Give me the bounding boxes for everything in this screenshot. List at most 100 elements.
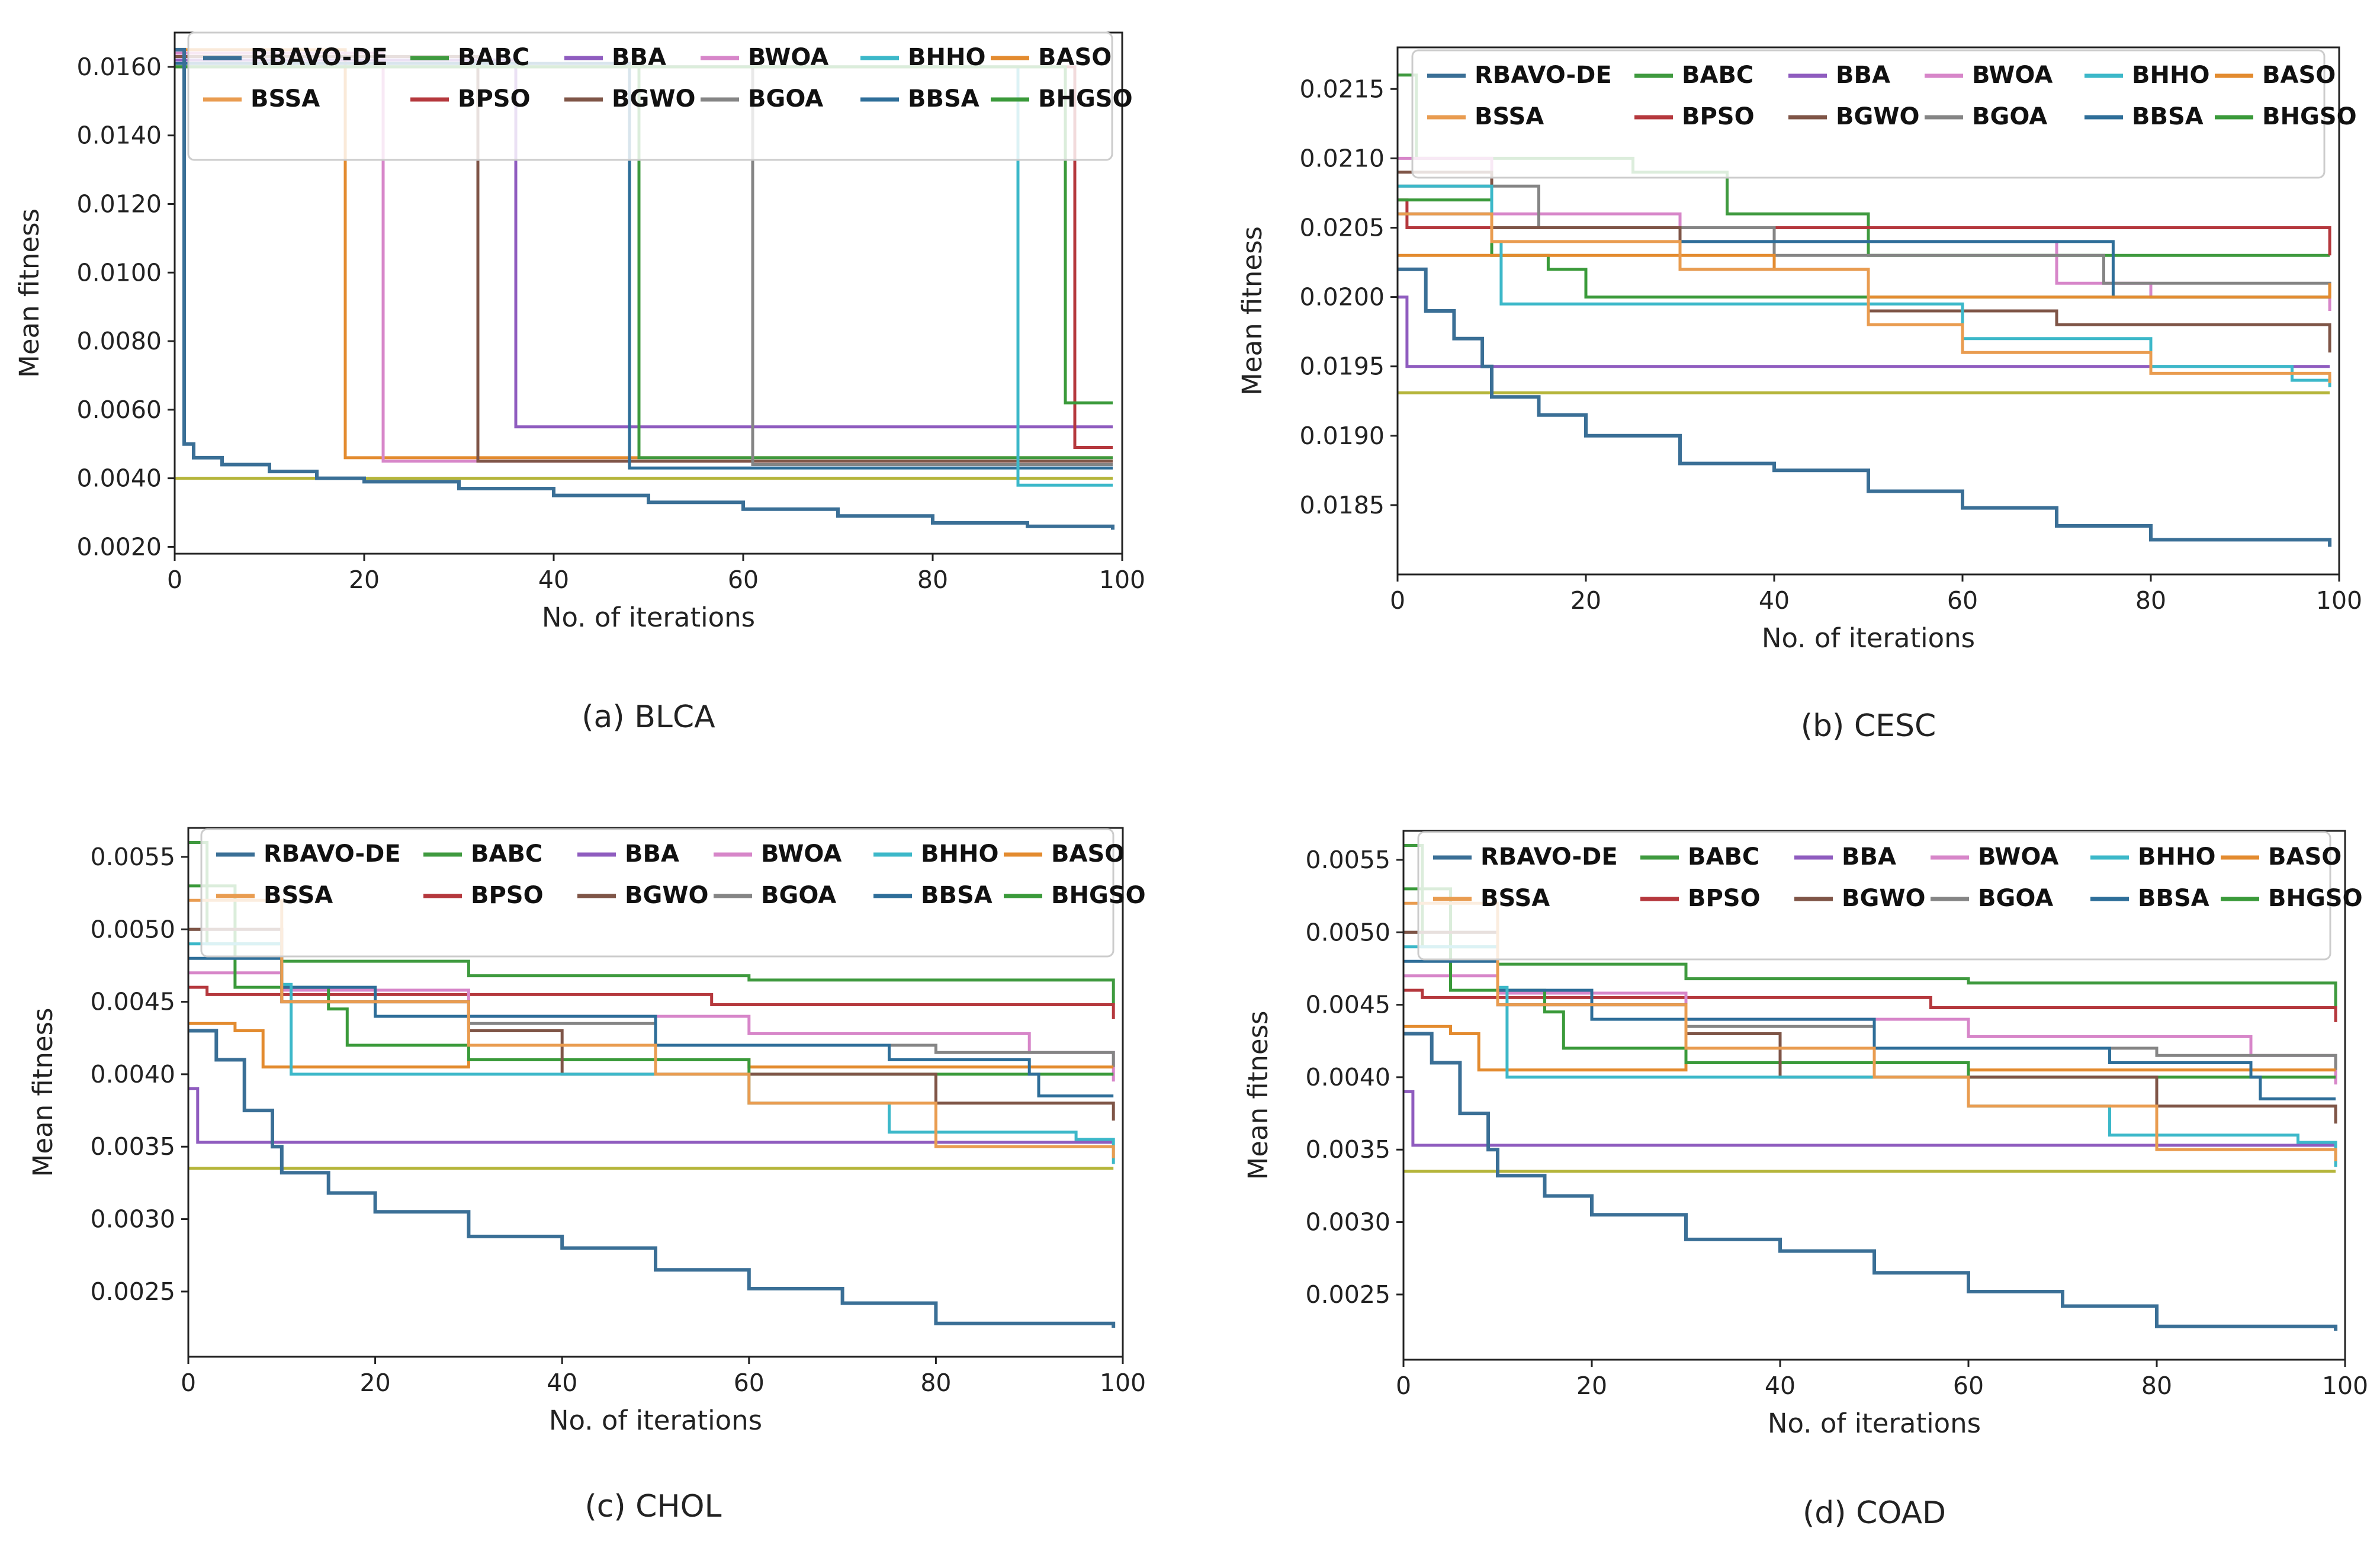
legend-entry-baso: BASO — [2215, 62, 2336, 89]
plot-frame — [187, 827, 1124, 1358]
legend-label: RBAVO-DE — [1475, 62, 1612, 89]
legend-entry-bgoa: BGOA — [714, 882, 836, 909]
x-tick-label: 20 — [349, 566, 380, 594]
legend-label: BPSO — [471, 882, 544, 909]
legend-entry-bbsa: BBSA — [2090, 885, 2209, 912]
legend-label: BHGSO — [2268, 885, 2363, 912]
y-tick-label: 0.0060 — [77, 396, 162, 424]
legend-label: BSSA — [264, 882, 333, 909]
y-tick-label: 0.0050 — [1306, 918, 1390, 946]
y-tick-label: 0.0215 — [1300, 75, 1385, 103]
legend: RBAVO-DE BABC BBA BWOA BHHO BASO BSSA BPSO BGWO B… — [1417, 831, 2363, 961]
legend-label: BGOA — [761, 882, 836, 909]
chart-panel-2: 0 20 40 60 80 100 0.0185 0.0190 0.0195 0.0200 0.02… — [1236, 46, 2362, 744]
chart-panel-1: 0 20 40 60 80 100 0.0020 0.0040 0.0060 0.0080 0.01… — [14, 31, 1145, 735]
x-tick-label: 80 — [917, 566, 948, 594]
legend-entry-bssa: BSSA — [1433, 885, 1550, 912]
legend-entry-babc: BABC — [1640, 843, 1759, 871]
series-line-bwoa — [1398, 156, 2331, 311]
legend-frame — [1411, 49, 2326, 179]
legend-label: BHHO — [921, 840, 998, 868]
y-axis-label: Mean fitness — [1236, 226, 1268, 396]
legend-entry-rbavo-de: RBAVO-DE — [1433, 843, 1618, 871]
series-line-baso — [1398, 253, 2331, 299]
legend-label: BGWO — [1836, 103, 1919, 130]
legend-label: BPSO — [1688, 885, 1761, 912]
legend-label: BHHO — [2132, 62, 2209, 89]
legend-frame — [187, 31, 1113, 161]
legend-entry-bgwo: BGWO — [1794, 885, 1925, 912]
series-line-rbavo-de — [188, 1029, 1116, 1328]
legend-entry-bgwo: BGWO — [1788, 103, 1919, 130]
legend-entry-bba: BBA — [1794, 843, 1896, 871]
legend-entry-bwoa: BWOA — [701, 44, 828, 71]
legend-label: BGOA — [1978, 885, 2053, 912]
y-tick-label: 0.0080 — [77, 327, 162, 355]
series-group — [1398, 73, 2332, 547]
legend-label: BSSA — [250, 85, 320, 113]
legend-entry-baso: BASO — [2221, 843, 2342, 871]
legend-label: BHGSO — [2262, 103, 2357, 130]
legend-label: BWOA — [748, 44, 828, 71]
series-line-bba — [1403, 1090, 2336, 1147]
x-tick-label: 80 — [920, 1369, 951, 1397]
chart-panel-3: 0 20 40 60 80 100 0.0025 0.0030 0.0035 0.0040 0.00… — [27, 827, 1146, 1524]
legend-frame — [1417, 831, 2331, 961]
legend-label: BABC — [1682, 62, 1753, 89]
legend-label: BASO — [1038, 44, 1112, 71]
series-line-bpso — [188, 985, 1115, 1019]
y-tick-label: 0.0140 — [77, 121, 162, 150]
series-line-bbsa — [1403, 959, 2336, 1101]
legend-label: BASO — [1051, 840, 1125, 868]
series-line-rbavo-de — [175, 47, 1114, 530]
legend-entry-bgoa: BGOA — [1925, 103, 2047, 130]
y-tick-label: 0.0100 — [77, 258, 162, 287]
legend-label: RBAVO-DE — [250, 44, 388, 71]
panel-caption: (d) COAD — [1803, 1495, 1946, 1531]
chart-panel-4: 0 20 40 60 80 100 0.0025 0.0030 0.0035 0.0040 0.00… — [1242, 830, 2368, 1531]
legend-label: BHHO — [2138, 843, 2215, 871]
legend: RBAVO-DE BABC BBA BWOA BHHO BASO BSSA BPSO BGWO B… — [187, 31, 1133, 161]
legend-frame — [200, 828, 1114, 958]
series-line-bpso — [1403, 988, 2337, 1022]
legend-label: BWOA — [761, 840, 841, 868]
y-tick-label: 0.0030 — [1306, 1208, 1390, 1237]
x-axis-label: No. of iterations — [549, 1405, 762, 1436]
legend-label: BGOA — [748, 85, 823, 113]
legend-label: BGOA — [1972, 103, 2047, 130]
legend-label: BBA — [1836, 62, 1890, 89]
y-tick-label: 0.0025 — [91, 1277, 175, 1306]
y-tick-label: 0.0210 — [1300, 144, 1385, 172]
legend-entry-baso: BASO — [991, 44, 1112, 71]
x-tick-label: 40 — [1765, 1372, 1796, 1400]
x-axis-label: No. of iterations — [542, 602, 755, 633]
series-group — [1403, 844, 2338, 1331]
legend-label: BGWO — [625, 882, 708, 909]
series-line-bba — [188, 1087, 1114, 1144]
legend-entry-bwoa: BWOA — [714, 840, 841, 868]
legend-entry-bhgso: BHGSO — [991, 85, 1133, 113]
x-tick-label: 0 — [1390, 586, 1405, 615]
legend-entry-bpso: BPSO — [1634, 103, 1755, 130]
y-tick-label: 0.0020 — [77, 532, 162, 561]
y-tick-label: 0.0045 — [1306, 991, 1390, 1019]
y-tick-label: 0.0120 — [77, 190, 162, 218]
legend-entry-bhho: BHHO — [2090, 843, 2215, 871]
legend-label: BBSA — [921, 882, 993, 909]
legend-entry-bba: BBA — [577, 840, 679, 868]
series-line-bba — [1398, 296, 2330, 368]
legend-entry-rbavo-de: RBAVO-DE — [203, 44, 388, 71]
x-tick-label: 20 — [360, 1369, 391, 1397]
legend-label: BASO — [2262, 62, 2336, 89]
y-tick-label: 0.0040 — [77, 464, 162, 493]
legend-entry-bhgso: BHGSO — [2215, 103, 2357, 130]
legend-entry-bwoa: BWOA — [1931, 843, 2058, 871]
x-tick-label: 60 — [728, 566, 759, 594]
legend-label: BBA — [612, 44, 666, 71]
legend-entry-bwoa: BWOA — [1925, 62, 2053, 89]
y-axis-label: Mean fitness — [27, 1008, 59, 1177]
series-line-bbsa — [188, 956, 1114, 1098]
panel-caption: (a) BLCA — [582, 699, 715, 735]
legend-label: BGWO — [612, 85, 695, 113]
